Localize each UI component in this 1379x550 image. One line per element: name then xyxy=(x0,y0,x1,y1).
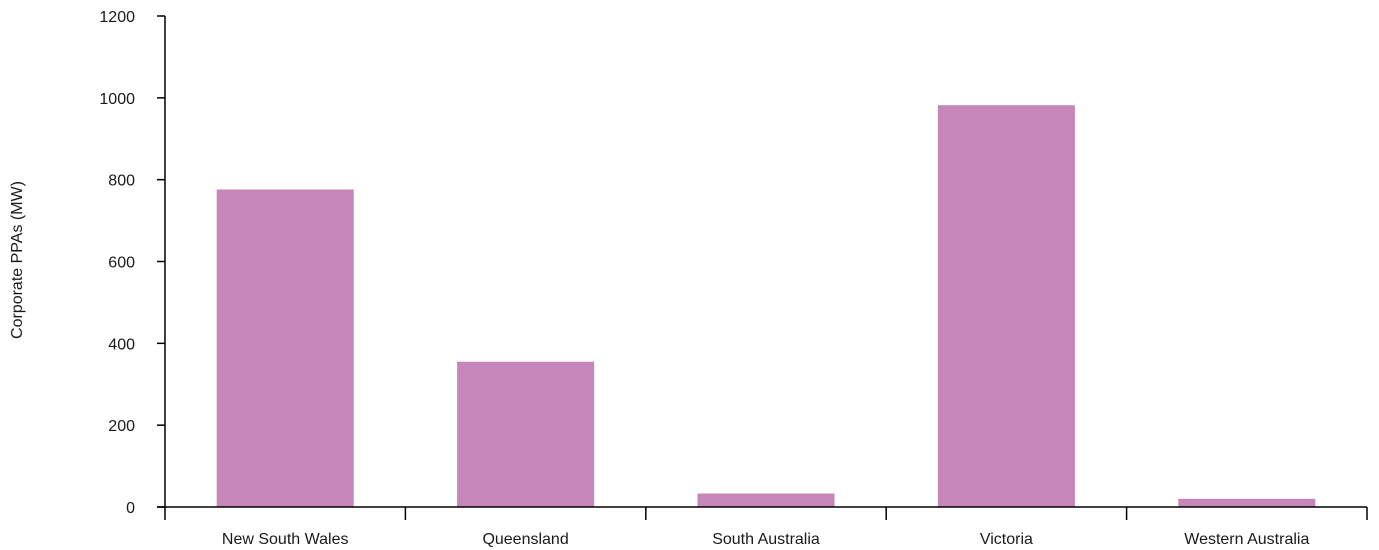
y-tick-label-2: 400 xyxy=(108,336,135,353)
y-tick-label-1: 200 xyxy=(108,418,135,435)
y-tick-label-6: 1200 xyxy=(99,9,135,26)
y-tick-label-5: 1000 xyxy=(99,91,135,108)
x-tick-label-0: New South Wales xyxy=(222,531,349,548)
plot-area: 0 200 400 600 800 1000 1200 New South Wales Quee… xyxy=(99,9,1368,548)
bar-3 xyxy=(937,105,1075,507)
bar-2 xyxy=(697,493,835,507)
bar-0 xyxy=(216,189,354,508)
x-tick-label-3: Victoria xyxy=(980,531,1033,548)
bar-4 xyxy=(1178,498,1316,507)
y-axis-title: Corporate PPAs (MW) xyxy=(9,181,26,339)
x-tick-label-4: Western Australia xyxy=(1184,531,1309,548)
bar-1 xyxy=(457,361,595,507)
y-tick-label-4: 800 xyxy=(108,173,135,190)
x-tick-label-1: Queensland xyxy=(482,531,568,548)
y-tick-label-0: 0 xyxy=(126,500,135,517)
x-tick-label-2: South Australia xyxy=(712,531,820,548)
y-tick-label-3: 600 xyxy=(108,255,135,272)
